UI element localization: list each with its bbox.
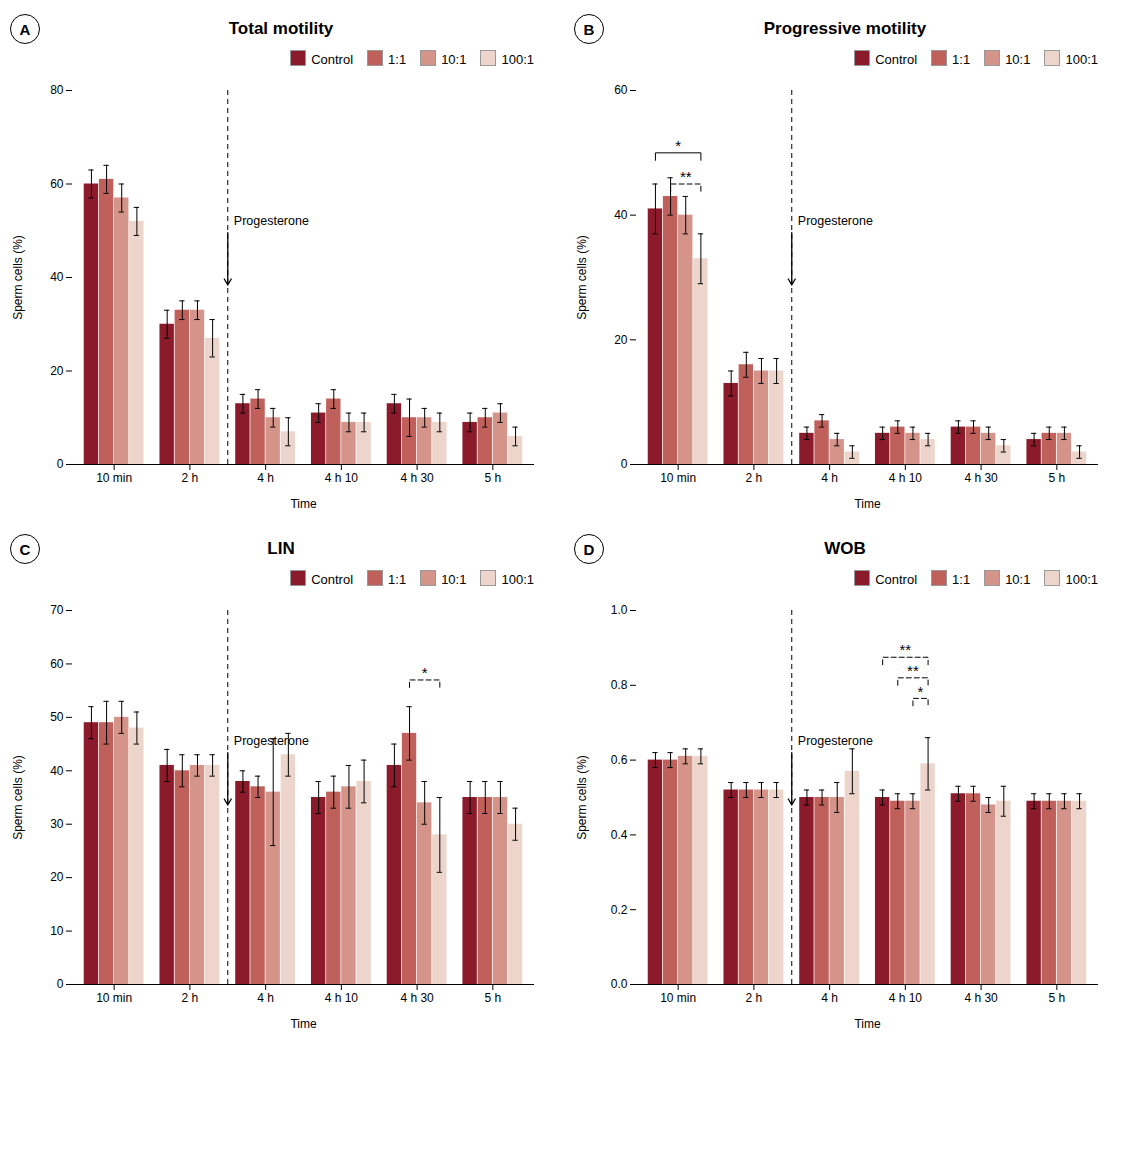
svg-text:Time: Time: [290, 1017, 317, 1031]
html-text:1:1: 1:1: [952, 571, 971, 587]
svg-text:20: 20: [50, 870, 64, 884]
svg-text:0.0: 0.0: [611, 977, 628, 991]
svg-text:Time: Time: [290, 497, 317, 511]
svg-text:2 h: 2 h: [182, 471, 199, 485]
html-text:100:1: 100:1: [1065, 571, 1098, 587]
svg-text:Progesterone: Progesterone: [234, 214, 309, 228]
html-text:1:1: 1:1: [952, 51, 971, 67]
svg-text:70: 70: [50, 603, 64, 617]
svg-text:4 h: 4 h: [821, 991, 838, 1005]
svg-text:Progesterone: Progesterone: [798, 734, 873, 748]
svg-text:10 min: 10 min: [660, 471, 696, 485]
svg-text:**: **: [907, 662, 919, 679]
html-text:Control: Control: [875, 51, 918, 67]
svg-text:4 h 30: 4 h 30: [400, 991, 434, 1005]
html-text:D: D: [583, 540, 595, 558]
svg-text:0.2: 0.2: [611, 903, 628, 917]
svg-text:4 h 30: 4 h 30: [964, 471, 998, 485]
html-text:A: A: [19, 20, 31, 38]
html-text:C: C: [19, 540, 31, 558]
svg-text:10 min: 10 min: [96, 471, 132, 485]
svg-text:Progesterone: Progesterone: [234, 734, 309, 748]
svg-text:2 h: 2 h: [746, 471, 763, 485]
svg-text:5 h: 5 h: [1049, 991, 1066, 1005]
html-text:100:1: 100:1: [501, 51, 534, 67]
svg-text:4 h 30: 4 h 30: [400, 471, 434, 485]
svg-text:40: 40: [50, 270, 64, 284]
html-text:Control: Control: [311, 51, 354, 67]
svg-text:5 h: 5 h: [485, 471, 502, 485]
svg-text:Sperm cells (%): Sperm cells (%): [575, 755, 589, 840]
svg-text:5 h: 5 h: [485, 991, 502, 1005]
html-text:Total motility: Total motility: [228, 19, 334, 38]
html-text:100:1: 100:1: [501, 571, 534, 587]
svg-text:10: 10: [50, 924, 64, 938]
html-text:B: B: [583, 20, 595, 38]
html-text:WOB: WOB: [824, 539, 866, 558]
svg-text:**: **: [900, 641, 912, 658]
svg-text:10 min: 10 min: [660, 991, 696, 1005]
svg-text:*: *: [918, 683, 924, 700]
svg-text:60: 60: [50, 657, 64, 671]
svg-text:80: 80: [50, 83, 64, 97]
svg-text:4 h 10: 4 h 10: [325, 471, 359, 485]
svg-text:4 h 10: 4 h 10: [889, 471, 923, 485]
svg-text:20: 20: [50, 364, 64, 378]
html-text:Progressive motility: Progressive motility: [763, 19, 927, 38]
svg-text:0: 0: [57, 977, 64, 991]
html-text:10:1: 10:1: [1005, 51, 1031, 67]
svg-text:4 h: 4 h: [821, 471, 838, 485]
svg-text:**: **: [680, 168, 692, 185]
html-text:10:1: 10:1: [1005, 571, 1031, 587]
svg-text:2 h: 2 h: [182, 991, 199, 1005]
svg-text:5 h: 5 h: [1049, 471, 1066, 485]
svg-text:40: 40: [614, 208, 628, 222]
svg-text:*: *: [675, 137, 681, 154]
svg-text:4 h 30: 4 h 30: [964, 991, 998, 1005]
html-text:10:1: 10:1: [441, 51, 467, 67]
svg-text:*: *: [422, 664, 428, 681]
svg-text:30: 30: [50, 817, 64, 831]
svg-text:0: 0: [621, 457, 628, 471]
svg-text:10 min: 10 min: [96, 991, 132, 1005]
html-text:LIN: LIN: [267, 539, 295, 558]
svg-text:2 h: 2 h: [746, 991, 763, 1005]
svg-text:Time: Time: [854, 1017, 881, 1031]
svg-text:60: 60: [50, 177, 64, 191]
svg-text:0.4: 0.4: [611, 828, 628, 842]
html-text:1:1: 1:1: [388, 571, 407, 587]
html-text:Control: Control: [875, 571, 918, 587]
svg-text:4 h: 4 h: [257, 991, 274, 1005]
svg-text:Sperm cells (%): Sperm cells (%): [11, 755, 25, 840]
svg-text:0: 0: [57, 457, 64, 471]
svg-text:Progesterone: Progesterone: [798, 214, 873, 228]
svg-text:4 h: 4 h: [257, 471, 274, 485]
svg-text:20: 20: [614, 333, 628, 347]
svg-text:40: 40: [50, 764, 64, 778]
svg-text:60: 60: [614, 83, 628, 97]
svg-text:Time: Time: [854, 497, 881, 511]
html-text:100:1: 100:1: [1065, 51, 1098, 67]
svg-text:50: 50: [50, 710, 64, 724]
svg-text:0.8: 0.8: [611, 678, 628, 692]
html-text:10:1: 10:1: [441, 571, 467, 587]
svg-text:Sperm cells (%): Sperm cells (%): [11, 235, 25, 320]
svg-text:Sperm cells (%): Sperm cells (%): [575, 235, 589, 320]
svg-text:4 h 10: 4 h 10: [325, 991, 359, 1005]
html-text:Control: Control: [311, 571, 354, 587]
svg-text:0.6: 0.6: [611, 753, 628, 767]
svg-text:1.0: 1.0: [611, 603, 628, 617]
html-text:1:1: 1:1: [388, 51, 407, 67]
svg-text:4 h 10: 4 h 10: [889, 991, 923, 1005]
